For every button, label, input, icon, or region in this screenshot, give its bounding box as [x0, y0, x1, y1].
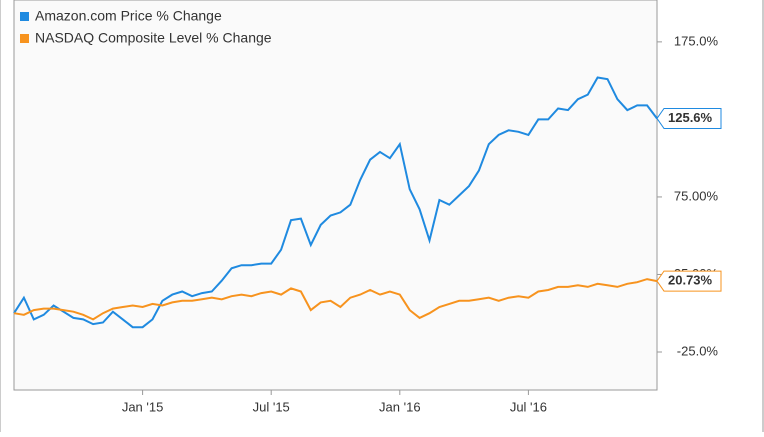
x-tick-label: Jan '15	[122, 399, 164, 414]
series-line	[13, 76, 658, 329]
x-tick-label: Jul '16	[510, 399, 547, 414]
series-line	[13, 278, 658, 321]
x-tick-label: Jan '16	[379, 399, 421, 414]
end-label-box	[656, 107, 722, 129]
y-tick-label: 175.0%	[674, 33, 719, 48]
end-label: 20.73%	[668, 273, 713, 288]
legend-swatch	[20, 12, 29, 21]
y-tick-label: 75.00%	[674, 188, 719, 203]
end-label-box	[656, 270, 722, 292]
x-tick-label: Jul '15	[253, 399, 290, 414]
legend-label: Amazon.com Price % Change	[35, 8, 222, 24]
y-tick-label: -25.0%	[677, 343, 719, 358]
legend-label: NASDAQ Composite Level % Change	[35, 30, 272, 46]
plot-area	[13, 0, 658, 391]
end-label: 125.6%	[668, 110, 713, 125]
legend-swatch	[20, 34, 29, 43]
